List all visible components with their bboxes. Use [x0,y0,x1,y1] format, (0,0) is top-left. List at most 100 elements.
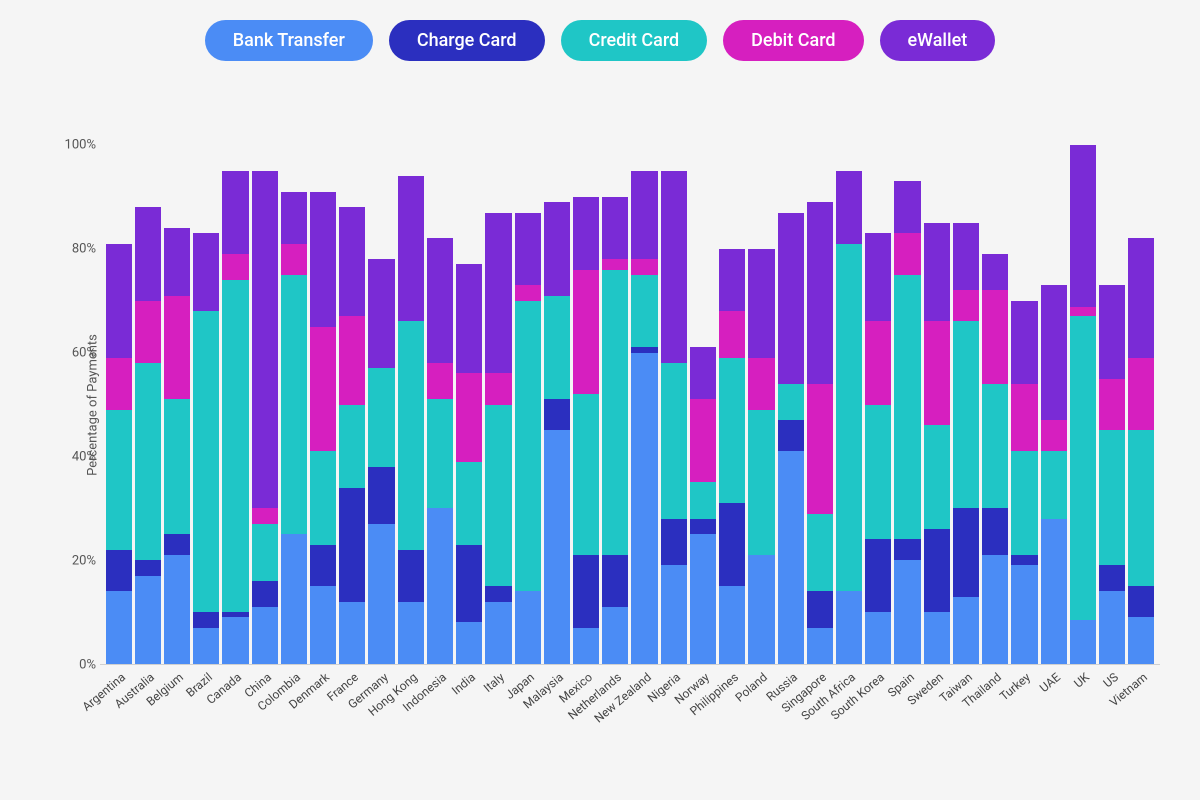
bar-segment-charge [1128,586,1154,617]
bar-segment-debit [748,358,774,410]
bar-segment-debit [515,285,541,301]
bar-segment-charge [193,612,219,628]
bar-column [661,145,687,664]
bar-column [748,145,774,664]
bar-segment-charge [310,545,336,587]
bar-segment-ewallet [953,223,979,290]
bar-segment-credit [310,451,336,544]
bar-segment-charge [894,539,920,560]
bar-segment-credit [515,301,541,592]
chart-legend: Bank Transfer Charge Card Credit Card Debit… [0,0,1200,85]
legend-item-charge[interactable]: Charge Card [389,20,545,61]
bar-column [135,145,161,664]
bar-segment-bank [310,586,336,664]
bar-segment-bank [865,612,891,664]
bar-segment-ewallet [602,197,628,259]
bar-column [193,145,219,664]
bar-segment-bank [1011,565,1037,664]
bar-column [573,145,599,664]
bar-segment-credit [924,425,950,529]
bar-segment-ewallet [252,171,278,508]
legend-item-ewallet[interactable]: eWallet [880,20,996,61]
bar-segment-bank [281,534,307,664]
bar-segment-ewallet [368,259,394,368]
bar-segment-ewallet [222,171,248,254]
x-label: UK [1071,670,1092,691]
bar-segment-debit [807,384,833,514]
bar-column [778,145,804,664]
bar-segment-bank [573,628,599,664]
bar-segment-charge [135,560,161,576]
bar-column [719,145,745,664]
bar-segment-debit [252,508,278,524]
bar-segment-bank [222,617,248,664]
bar-segment-ewallet [281,192,307,244]
bar-segment-ewallet [456,264,482,373]
bar-segment-bank [661,565,687,664]
bar-column [982,145,1008,664]
bar-segment-bank [252,607,278,664]
bar-segment-bank [778,451,804,664]
bar-segment-credit [807,514,833,592]
bar-segment-charge [485,586,511,602]
bar-segment-bank [398,602,424,664]
bar-segment-bank [836,591,862,664]
bar-segment-charge [368,467,394,524]
bar-segment-debit [602,259,628,269]
bar-segment-bank [1099,591,1125,664]
bar-segment-debit [456,373,482,461]
bar-segment-charge [719,503,745,586]
bar-column [894,145,920,664]
bar-column [1070,145,1096,664]
bar-segment-debit [894,233,920,275]
bar-segment-credit [602,270,628,555]
bar-segment-credit [252,524,278,581]
legend-item-debit[interactable]: Debit Card [723,20,863,61]
bar-segment-ewallet [339,207,365,316]
bar-column [865,145,891,664]
stacked-bar-chart: Percentage of Payments 0%20%40%60%80%100… [100,145,1160,665]
bar-segment-ewallet [164,228,190,295]
bar-segment-credit [281,275,307,535]
y-tick: 60% [48,346,96,361]
bar-segment-ewallet [544,202,570,295]
bar-segment-debit [222,254,248,280]
legend-item-bank[interactable]: Bank Transfer [205,20,373,61]
bar-segment-debit [719,311,745,358]
bar-segment-charge [1099,565,1125,591]
bar-column [836,145,862,664]
bar-segment-debit [339,316,365,404]
bar-segment-ewallet [894,181,920,233]
bar-segment-charge [953,508,979,596]
bar-segment-bank [368,524,394,664]
bar-segment-ewallet [193,233,219,311]
x-label: UAE [1037,670,1063,695]
bar-segment-charge [661,519,687,566]
bar-column [427,145,453,664]
bar-segment-credit [661,363,687,519]
bar-segment-bank [193,628,219,664]
legend-item-credit[interactable]: Credit Card [561,20,708,61]
bar-segment-debit [631,259,657,275]
bar-segment-credit [836,244,862,592]
bar-segment-debit [281,244,307,275]
y-tick: 0% [48,658,96,673]
bar-segment-credit [719,358,745,503]
bar-segment-bank [602,607,628,664]
bar-segment-credit [1128,430,1154,586]
bar-segment-credit [106,410,132,550]
bar-segment-credit [1011,451,1037,555]
bar-segment-debit [135,301,161,363]
bar-segment-credit [193,311,219,612]
bar-segment-charge [924,529,950,612]
bar-column [631,145,657,664]
bar-column [690,145,716,664]
y-tick: 20% [48,554,96,569]
bar-segment-debit [1011,384,1037,451]
bar-segment-ewallet [690,347,716,399]
bar-segment-bank [135,576,161,664]
bar-segment-ewallet [1070,145,1096,307]
bar-segment-ewallet [106,244,132,358]
bar-segment-bank [1070,620,1096,664]
bar-segment-ewallet [836,171,862,244]
